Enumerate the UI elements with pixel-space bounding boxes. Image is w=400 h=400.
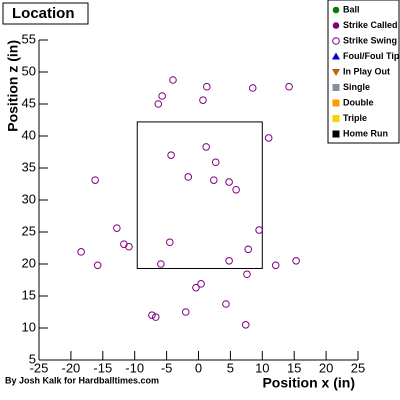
credit: By Josh Kalk for Hardballtimes.com bbox=[5, 375, 159, 385]
point bbox=[165, 238, 174, 247]
point bbox=[192, 283, 200, 292]
x-tick-label: -5 bbox=[161, 360, 173, 375]
point bbox=[225, 178, 233, 186]
point bbox=[222, 300, 230, 308]
point bbox=[157, 260, 165, 268]
y-tick-label: 25 bbox=[22, 223, 36, 238]
point bbox=[264, 134, 273, 142]
point bbox=[225, 257, 233, 265]
x-tick-label: -20 bbox=[62, 360, 81, 375]
y-tick-label: 15 bbox=[22, 287, 36, 302]
marker bbox=[332, 84, 340, 91]
chart-title: Location bbox=[12, 5, 75, 22]
point bbox=[113, 224, 121, 232]
y-tick-label: 55 bbox=[22, 31, 36, 46]
x-tick-label: 25 bbox=[351, 360, 365, 375]
point bbox=[255, 226, 263, 234]
y-tick-label: 40 bbox=[22, 127, 36, 142]
point bbox=[91, 176, 99, 184]
legend-label: Strike Called bbox=[343, 20, 398, 30]
point bbox=[248, 84, 257, 92]
legend-label: Single bbox=[343, 82, 370, 92]
point bbox=[148, 311, 156, 320]
x-axis-title: Position x (in) bbox=[262, 375, 355, 391]
y-tick-label: 45 bbox=[22, 95, 36, 110]
marker bbox=[332, 52, 340, 60]
point bbox=[184, 173, 193, 181]
marker bbox=[332, 69, 340, 76]
point bbox=[243, 270, 251, 279]
point bbox=[211, 158, 220, 167]
marker bbox=[332, 6, 340, 14]
y-tick-label: 30 bbox=[22, 191, 36, 206]
point bbox=[125, 242, 133, 251]
x-tick-label: 15 bbox=[287, 360, 301, 375]
point bbox=[199, 96, 207, 104]
title-box bbox=[2, 2, 89, 25]
legend-label: Triple bbox=[343, 113, 367, 123]
point bbox=[151, 313, 160, 321]
y-tick-label: 20 bbox=[22, 255, 36, 270]
x-tick-label: 5 bbox=[227, 360, 234, 375]
point bbox=[158, 92, 166, 100]
point bbox=[197, 280, 205, 288]
point bbox=[202, 143, 210, 151]
x-tick-label: 0 bbox=[195, 360, 202, 375]
point bbox=[244, 245, 253, 254]
x-tick-label: -25 bbox=[30, 360, 49, 375]
x-tick-label: -15 bbox=[93, 360, 112, 375]
marker bbox=[332, 99, 340, 107]
legend-label: Double bbox=[343, 97, 374, 107]
point bbox=[271, 261, 280, 270]
legend-box bbox=[327, 0, 400, 144]
legend-label: Foul/Foul Tip bbox=[343, 51, 400, 61]
marker bbox=[332, 37, 340, 45]
marker bbox=[332, 22, 340, 29]
marker bbox=[332, 130, 340, 138]
y-tick-label: 50 bbox=[22, 63, 36, 78]
point bbox=[93, 261, 102, 270]
x-tick-label: 20 bbox=[319, 360, 333, 375]
point bbox=[77, 248, 85, 256]
point bbox=[202, 82, 211, 91]
point bbox=[210, 176, 218, 184]
point bbox=[181, 308, 190, 316]
x-tick-label: 10 bbox=[255, 360, 269, 375]
y-tick-label: 10 bbox=[22, 319, 36, 334]
marker bbox=[332, 115, 340, 122]
point bbox=[154, 100, 163, 108]
legend-label: Strike Swing bbox=[343, 35, 397, 45]
legend-label: In Play Out bbox=[343, 66, 390, 76]
legend-label: Home Run bbox=[343, 128, 388, 138]
point bbox=[232, 185, 240, 194]
y-axis-title: Position z (in) bbox=[5, 40, 21, 132]
strike-zone bbox=[136, 121, 263, 269]
point bbox=[167, 151, 175, 159]
point bbox=[292, 257, 300, 265]
point bbox=[241, 321, 250, 329]
y-tick-label: 5 bbox=[29, 351, 36, 366]
x-tick-label: -10 bbox=[125, 360, 144, 375]
point bbox=[285, 82, 293, 91]
legend-label: Ball bbox=[343, 4, 360, 14]
point bbox=[169, 76, 177, 84]
y-tick-label: 35 bbox=[22, 159, 36, 174]
